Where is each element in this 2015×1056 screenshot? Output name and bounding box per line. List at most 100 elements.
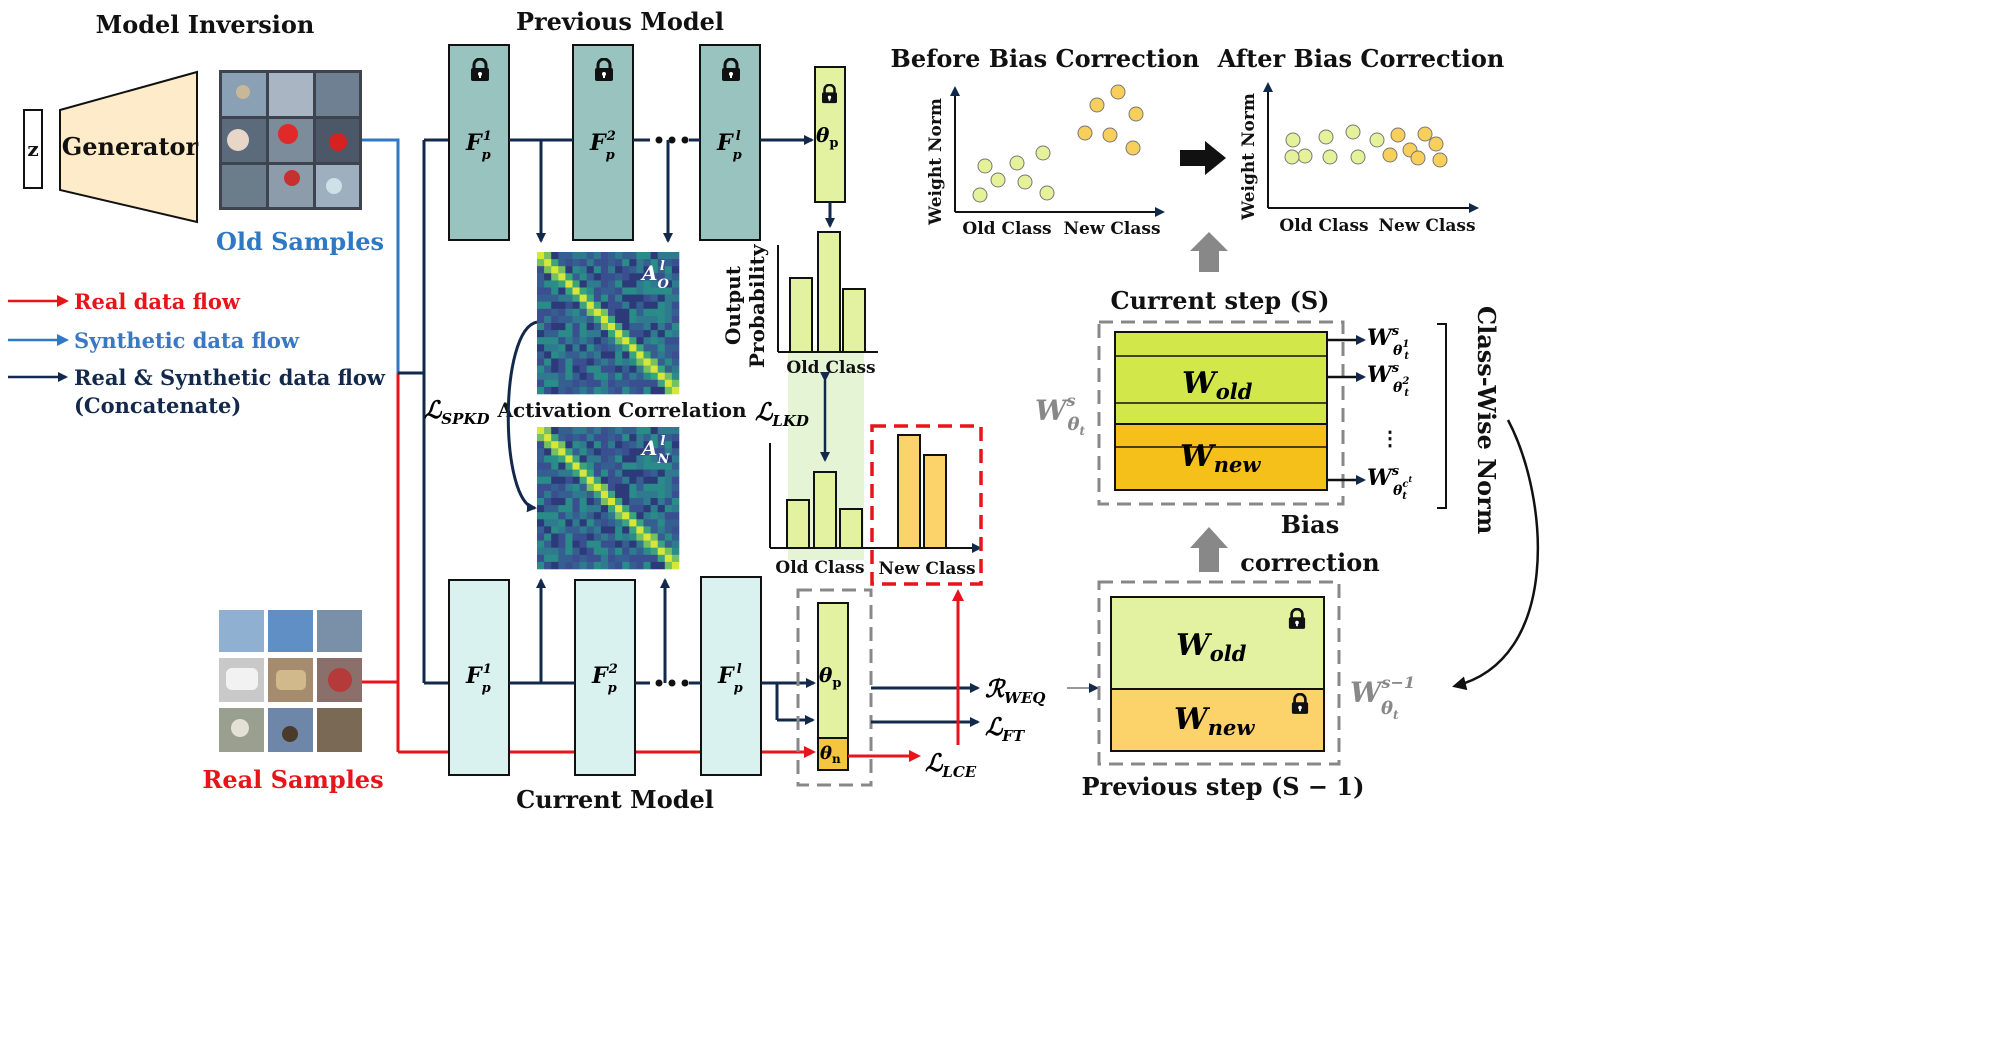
class-wise-norm-label: Class-Wise Norm: [1472, 306, 1501, 534]
current-w-theta-label: Ws θt: [1035, 391, 1085, 438]
prev-theta-p: θp: [814, 66, 846, 203]
output-label: Output: [721, 265, 745, 345]
heatmap-an: ANl: [537, 427, 680, 570]
previous-step-box: [1097, 580, 1341, 766]
bias-label: Bias: [1281, 510, 1339, 539]
svg-text:Wnew: Wnew: [1180, 439, 1261, 477]
scatter-point: [1369, 132, 1385, 148]
legend-real: Real data flow: [74, 289, 241, 314]
scatter-point: [1009, 155, 1025, 171]
scatter-point: [1089, 97, 1105, 113]
correction-label: correction: [1240, 548, 1379, 577]
after-ylabel: Weight Norm: [1239, 93, 1259, 221]
model-inversion-title: Model Inversion: [96, 10, 315, 39]
generator-label: Generator: [62, 132, 199, 161]
scatter-point: [972, 187, 988, 203]
probability-label: Probability: [745, 243, 769, 368]
previous-model-title: Previous Model: [516, 7, 724, 36]
w-theta-c-label: Ws θct t: [1367, 464, 1412, 502]
after-new-class: New Class: [1378, 216, 1475, 236]
w-theta-1-label: Ws θ1 t: [1367, 324, 1409, 362]
legend-synthetic: Synthetic data flow: [74, 328, 300, 353]
scatter-point: [1102, 127, 1118, 143]
svg-text:Fpl: Fpl: [717, 662, 743, 696]
up-arrow-icon: [1190, 232, 1228, 272]
real-flow-line: [362, 373, 400, 684]
heatmap-ao: AOl: [537, 252, 680, 395]
scatter-point: [1128, 106, 1144, 122]
cur-theta-n: θn: [817, 737, 849, 771]
prev-block-f1: Fp1: [448, 44, 510, 241]
legend-concat: Real & Synthetic data flow: [74, 365, 386, 390]
after-bias-title: After Bias Correction: [1217, 44, 1505, 73]
scatter-point: [1285, 132, 1301, 148]
current-step-title: Current step (S): [1110, 286, 1329, 315]
before-after-arrow-icon: [1180, 141, 1226, 175]
after-old-class: Old Class: [1279, 216, 1368, 236]
old-samples-label: Old Samples: [216, 227, 384, 256]
scatter-point: [1428, 136, 1444, 152]
before-ylabel: Weight Norm: [926, 98, 946, 226]
svg-text:θp: θp: [816, 123, 838, 151]
spkd-arrow: [506, 320, 538, 513]
up-arrow-icon: [1190, 527, 1228, 572]
cur-block-f1: Fp1: [448, 579, 510, 776]
scatter-point: [1110, 84, 1126, 100]
old-samples-grid: [219, 70, 362, 210]
svg-text:θn: θn: [820, 743, 841, 766]
diagram-canvas: Model Inversion Previous Model Current M…: [8, 7, 1540, 814]
scatter-point: [1410, 150, 1426, 166]
scatter-point: [1432, 152, 1448, 168]
loss-lkd: ℒLKD: [755, 397, 809, 430]
z-label: z: [27, 137, 38, 161]
before-old-class: Old Class: [962, 219, 1051, 239]
svg-text:ANl: ANl: [640, 434, 671, 467]
before-bias-title: Before Bias Correction: [891, 44, 1200, 73]
scatter-point: [1345, 124, 1361, 140]
svg-text:AOl: AOl: [640, 259, 670, 292]
previous-w-theta-label: Ws−1 θt: [1350, 673, 1415, 722]
scatter-point: [1039, 185, 1055, 201]
previous-step-title: Previous step (S − 1): [1082, 772, 1365, 801]
scatter-point: [1035, 145, 1051, 161]
scatter-point: [1077, 125, 1093, 141]
svg-text:Wnew: Wnew: [1174, 702, 1255, 740]
class-wise-bracket: [1437, 323, 1447, 509]
loss-ft: ℒFT: [985, 712, 1026, 745]
cur-old-class-label: Old Class: [775, 558, 864, 578]
svg-text:Fp2: Fp2: [591, 662, 618, 696]
prev-block-f2: Fp2: [572, 44, 634, 241]
scatter-point: [1390, 127, 1406, 143]
z-vector: [23, 109, 43, 189]
scatter-point: [1284, 149, 1300, 165]
scatter-point: [1322, 149, 1338, 165]
current-step-box: [1097, 320, 1345, 506]
scatter-point: [1017, 174, 1033, 190]
after-scatter: [1263, 82, 1479, 213]
svg-text:θp: θp: [819, 663, 841, 691]
svg-text:Fp2: Fp2: [589, 129, 616, 163]
current-model-title: Current Model: [516, 785, 714, 814]
scatter-point: [1125, 140, 1141, 156]
diagram-svg: Model Inversion Previous Model Current M…: [8, 7, 1540, 814]
svg-text:Fp1: Fp1: [465, 662, 492, 696]
svg-text:Fp1: Fp1: [465, 129, 492, 163]
current-w-old: Wold: [1114, 331, 1328, 425]
prev-w-old: Wold: [1110, 596, 1325, 690]
scatter-point: [977, 158, 993, 174]
svg-text:Fpl: Fpl: [716, 129, 742, 163]
svg-text:Wold: Wold: [1176, 628, 1247, 666]
before-scatter: [950, 84, 1165, 217]
w-theta-2-label: Ws θ2 t: [1367, 361, 1409, 399]
vertical-dots: ⋮: [1380, 426, 1400, 450]
legend: Real data flow Synthetic data flow Real …: [8, 289, 386, 418]
synthetic-flow-line: [362, 138, 400, 373]
prev-block-fl: Fpl: [699, 44, 761, 241]
real-samples-label: Real Samples: [202, 765, 383, 794]
scatter-point: [990, 172, 1006, 188]
prev-old-class-label: Old Class: [786, 358, 875, 378]
activation-correlation-label: Activation Correlation: [496, 398, 747, 422]
cur-theta-p: θp: [817, 602, 849, 739]
loss-lce: ℒLCE: [925, 748, 977, 781]
svg-text:Wold: Wold: [1182, 366, 1253, 404]
